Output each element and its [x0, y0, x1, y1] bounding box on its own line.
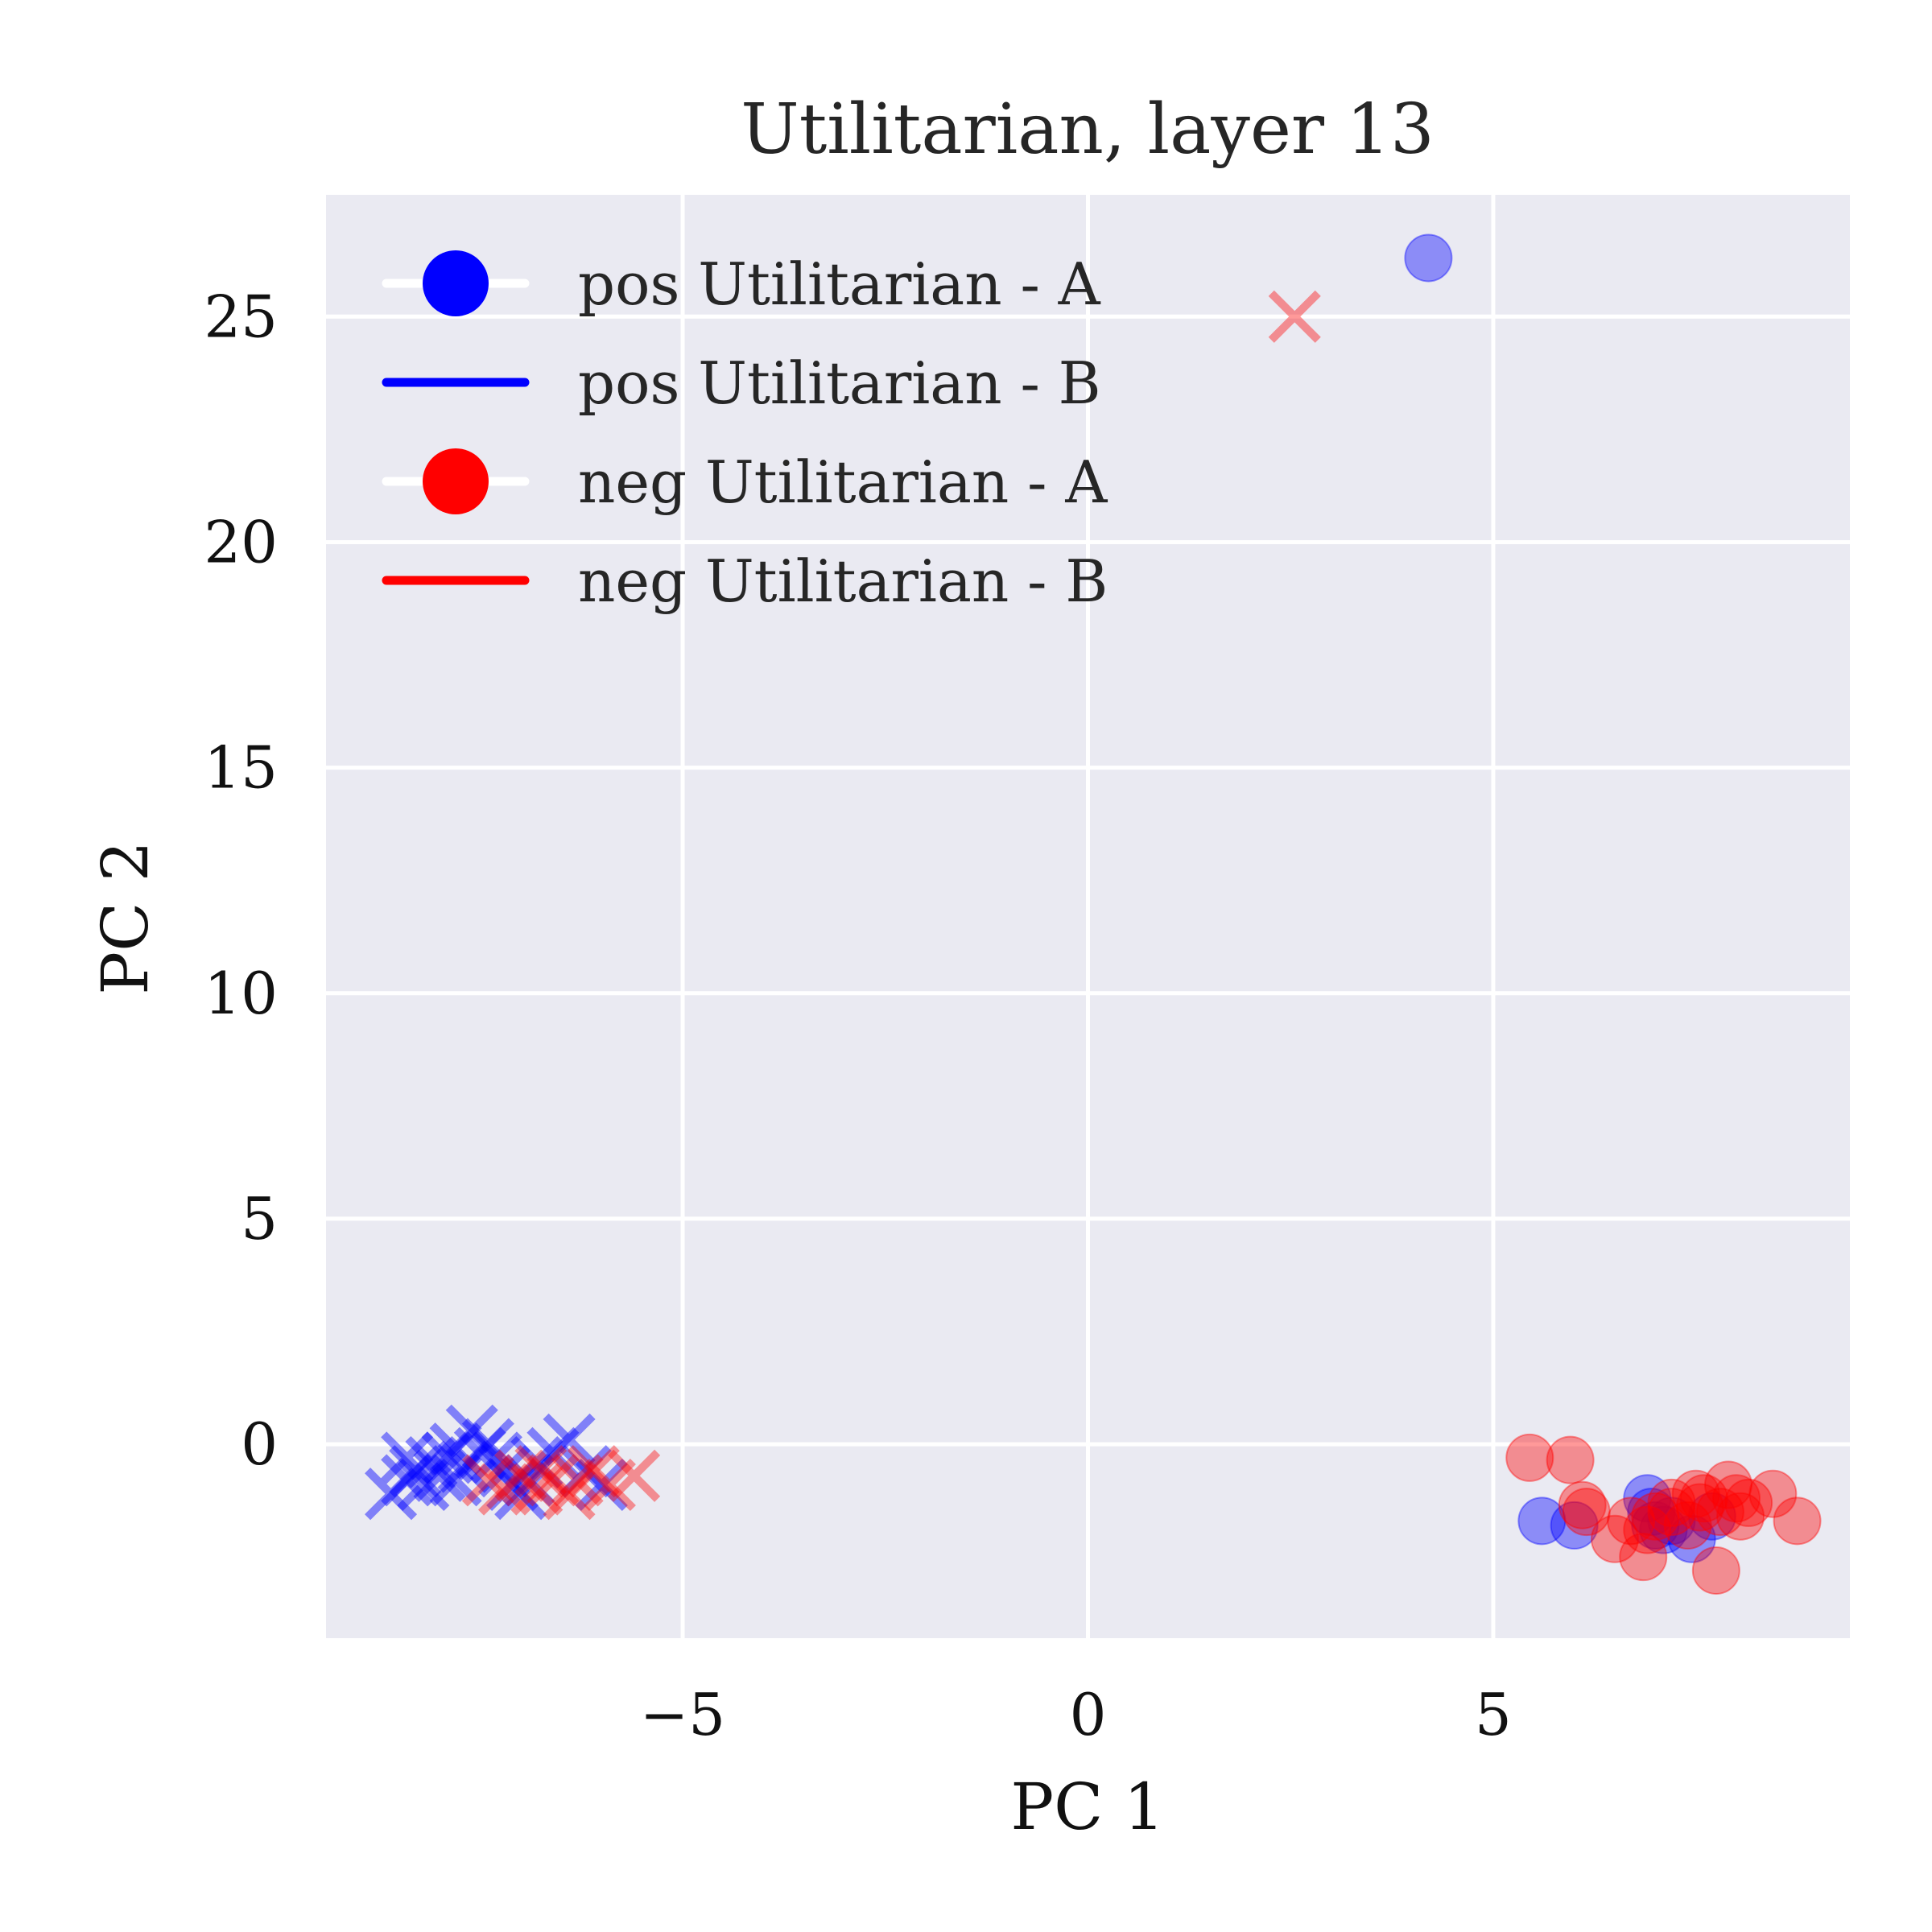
scatter-point-cross [583, 1458, 636, 1512]
legend-item: pos Utilitarian - A [382, 250, 1101, 318]
scatter-point-cross [567, 1445, 620, 1498]
scatter-point-cross [543, 1413, 596, 1466]
scatter-point-cross [397, 1458, 450, 1512]
scatter-point-cross [453, 1426, 506, 1480]
grid-lines [326, 195, 1850, 1638]
legend-item: neg Utilitarian - A [382, 448, 1108, 516]
y-tick-label: 20 [204, 508, 278, 576]
scatter-point-circle [1404, 233, 1453, 283]
scatter-point-circle [1695, 1488, 1744, 1537]
scatter-point-cross [608, 1449, 661, 1502]
scatter-point-cross [502, 1454, 555, 1507]
scatter-point-cross [445, 1404, 498, 1457]
scatter-point-cross [469, 1431, 522, 1484]
scatter-point-circle [1619, 1533, 1668, 1582]
scatter-point-circle [1631, 1501, 1680, 1550]
scatter-point-cross [461, 1418, 514, 1471]
scatter-point-circle [1647, 1488, 1696, 1537]
scatter-point-circle [1550, 1501, 1599, 1550]
scatter-point-circle [1639, 1505, 1688, 1554]
scatter-point-circle [1517, 1496, 1567, 1546]
scatter-point-cross [1268, 290, 1321, 343]
chart-title: Utilitarian, layer 13 [741, 89, 1434, 170]
scatter-point-cross [421, 1431, 474, 1484]
scatter-point-cross [429, 1422, 482, 1476]
scatter-point-cross [559, 1445, 612, 1498]
scatter-point-circle [1562, 1488, 1611, 1537]
scatter-point-circle [1671, 1469, 1720, 1518]
x-tick-label: −5 [640, 1681, 725, 1748]
scatter-point-cross [405, 1435, 458, 1489]
legend-label: pos Utilitarian - A [578, 250, 1101, 318]
scatter-point-cross [381, 1431, 434, 1484]
scatter-point-circle [1667, 1514, 1716, 1563]
legend-label: neg Utilitarian - A [578, 448, 1108, 516]
data-points [365, 233, 1822, 1595]
scatter-point-circle [1558, 1480, 1607, 1530]
scatter-point-circle [1675, 1483, 1724, 1532]
scatter-point-circle [1703, 1460, 1752, 1509]
scatter-point-cross [526, 1426, 580, 1480]
tick-labels: −5 0 5 0 5 10 15 20 25 [204, 283, 1511, 1748]
scatter-point-cross [510, 1463, 564, 1516]
scatter-point-cross [477, 1463, 531, 1516]
scatter-point-circle [1748, 1469, 1798, 1518]
scatter-point-cross [526, 1454, 580, 1507]
scatter-point-cross [461, 1454, 514, 1507]
scatter-point-circle [1647, 1496, 1696, 1546]
scatter-point-circle [1505, 1433, 1554, 1482]
legend-item: pos Utilitarian - B [382, 349, 1101, 417]
x-axis-label: PC 1 [1010, 1769, 1164, 1844]
legend-label: neg Utilitarian - B [578, 547, 1108, 615]
scatter-point-cross [543, 1468, 596, 1521]
y-tick-label: 25 [204, 283, 278, 350]
scatter-point-circle [1623, 1474, 1672, 1523]
scatter-point-cross [510, 1435, 564, 1489]
legend-circle-swatch [423, 448, 489, 514]
x-tick-label: 0 [1070, 1681, 1107, 1748]
scatter-point-cross [429, 1454, 482, 1507]
legend: pos Utilitarian - A pos Utilitarian - B … [382, 250, 1108, 615]
legend-item: neg Utilitarian - B [382, 547, 1108, 615]
scatter-point-cross [514, 1445, 568, 1498]
scatter-point-circle [1687, 1492, 1736, 1541]
scatter-point-circle [1546, 1435, 1595, 1484]
scatter-point-circle [1627, 1488, 1676, 1537]
scatter-point-cross [389, 1445, 442, 1498]
scatter-point-circle [1663, 1501, 1712, 1550]
scatter-point-circle [1590, 1514, 1639, 1563]
scatter-point-circle [1712, 1474, 1761, 1523]
scatter-point-cross [365, 1468, 418, 1521]
scatter-point-circle [1724, 1478, 1773, 1527]
scatter-point-cross [551, 1454, 604, 1507]
scatter-point-circle [1679, 1474, 1728, 1523]
scatter-point-cross [575, 1458, 628, 1512]
y-axis-label: PC 2 [88, 840, 163, 994]
scatter-point-circle [1647, 1478, 1696, 1527]
scatter-point-cross [494, 1449, 547, 1502]
scatter-point-cross [413, 1449, 466, 1502]
y-tick-label: 15 [204, 734, 278, 802]
legend-circle-swatch [423, 250, 489, 316]
scatter-point-circle [1691, 1546, 1740, 1595]
legend-label: pos Utilitarian - B [578, 349, 1101, 417]
y-tick-label: 0 [241, 1410, 278, 1478]
scatter-point-circle [1631, 1492, 1680, 1541]
scatter-point-circle [1623, 1505, 1672, 1554]
scatter-point-circle [1607, 1496, 1656, 1546]
scatter-point-circle [1773, 1496, 1822, 1546]
scatter-point-cross [437, 1440, 490, 1493]
y-tick-label: 5 [241, 1185, 278, 1253]
scatter-point-circle [1716, 1492, 1765, 1541]
scatter-point-cross [494, 1468, 547, 1521]
scatter-point-cross [381, 1454, 434, 1507]
scatter-point-cross [486, 1458, 539, 1512]
y-tick-label: 10 [204, 960, 278, 1027]
x-tick-label: 5 [1475, 1681, 1512, 1748]
scatter-point-cross [477, 1445, 531, 1498]
